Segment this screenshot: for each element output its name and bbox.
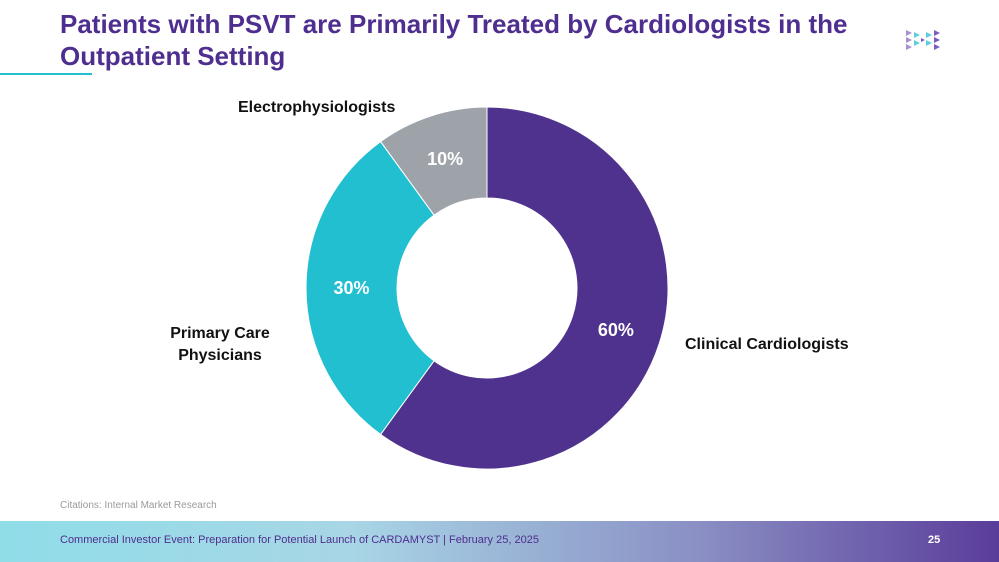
- citation: Citations: Internal Market Research: [60, 500, 217, 511]
- donut-slice-2: [379, 106, 488, 216]
- label-electrophysiologists: Electrophysiologists: [238, 99, 396, 116]
- label-clinical-cardiologists: Clinical Cardiologists: [685, 336, 849, 353]
- donut-slice-1: [305, 140, 435, 436]
- slide-title: Patients with PSVT are Primarily Treated…: [60, 9, 848, 71]
- slice-value-label-2: 10%: [427, 149, 463, 169]
- donut-slice-0: [379, 106, 669, 470]
- company-logo-icon: [906, 30, 940, 50]
- label-primary-care-line2: Physicians: [178, 347, 262, 364]
- slice-value-label-0: 60%: [598, 320, 634, 340]
- page-number: 25: [928, 534, 941, 546]
- title-underline: [0, 73, 92, 75]
- footer-bar: Commercial Investor Event: Preparation f…: [0, 521, 999, 562]
- label-primary-care-line1: Primary Care: [170, 325, 270, 342]
- footer-text: Commercial Investor Event: Preparation f…: [60, 534, 539, 546]
- slice-value-label-1: 30%: [333, 278, 369, 298]
- label-primary-care: Primary Care Physicians: [168, 323, 272, 367]
